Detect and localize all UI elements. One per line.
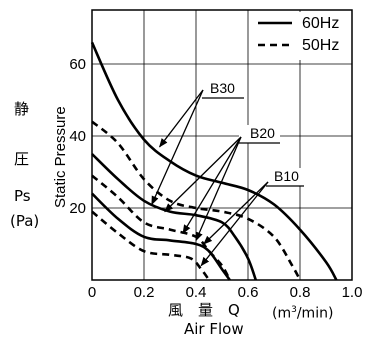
callout-b10: B10 (274, 168, 299, 184)
y-tick-label: 60 (69, 56, 86, 73)
y-label-jp-unit: (Pa) (10, 212, 40, 230)
callout-arrow (182, 136, 242, 234)
callout-arrows: B30 B20 B10 (151, 80, 304, 267)
legend-label: 60Hz (302, 15, 339, 32)
callout-arrow (200, 181, 269, 267)
callout-arrow (151, 89, 204, 206)
y-tick-labels: 20 40 60 (69, 56, 86, 217)
x-label-jp: 風 量 Q (168, 301, 240, 319)
y-tick-label: 20 (69, 200, 86, 217)
x-tick-label: 0.2 (134, 284, 155, 301)
x-tick-label: 0 (88, 284, 96, 301)
x-tick-labels: 0 0.2 0.4 0.6 0.8 1.0 (88, 284, 363, 301)
legend-box (252, 12, 350, 60)
x-tick-label: 0.6 (238, 284, 259, 301)
x-axis-title: Air Flow (184, 320, 244, 338)
plot-frame (91, 9, 353, 281)
curve-b30-50hz (91, 120, 302, 281)
callout-b30: B30 (210, 80, 235, 96)
y-axis-title: Static Pressure (52, 106, 69, 208)
curve-b10-60hz (91, 192, 231, 281)
x-tick-label: 0.4 (186, 284, 207, 301)
y-tick-label: 40 (69, 128, 86, 145)
y-label-jp-2: 圧 (14, 150, 30, 168)
callout-arrow (203, 181, 269, 245)
curve-b10-50hz (91, 210, 211, 281)
x-tick-label: 1.0 (342, 284, 363, 301)
callout-b20: B20 (250, 125, 275, 141)
x-tick-label: 0.8 (290, 284, 311, 301)
x-unit: (m3/min) (272, 305, 334, 322)
curve-b30-60hz (90, 41, 338, 281)
callout-arrow (195, 136, 242, 242)
curve-b20-60hz (91, 153, 258, 281)
y-label-jp-1: 静 (14, 100, 30, 118)
y-label-jp-ps: Ps (14, 187, 31, 205)
callout-arrow (159, 89, 204, 148)
legend-label: 50Hz (302, 37, 339, 54)
callout-arrow (164, 136, 242, 213)
legend: 60Hz 50Hz (252, 12, 350, 60)
